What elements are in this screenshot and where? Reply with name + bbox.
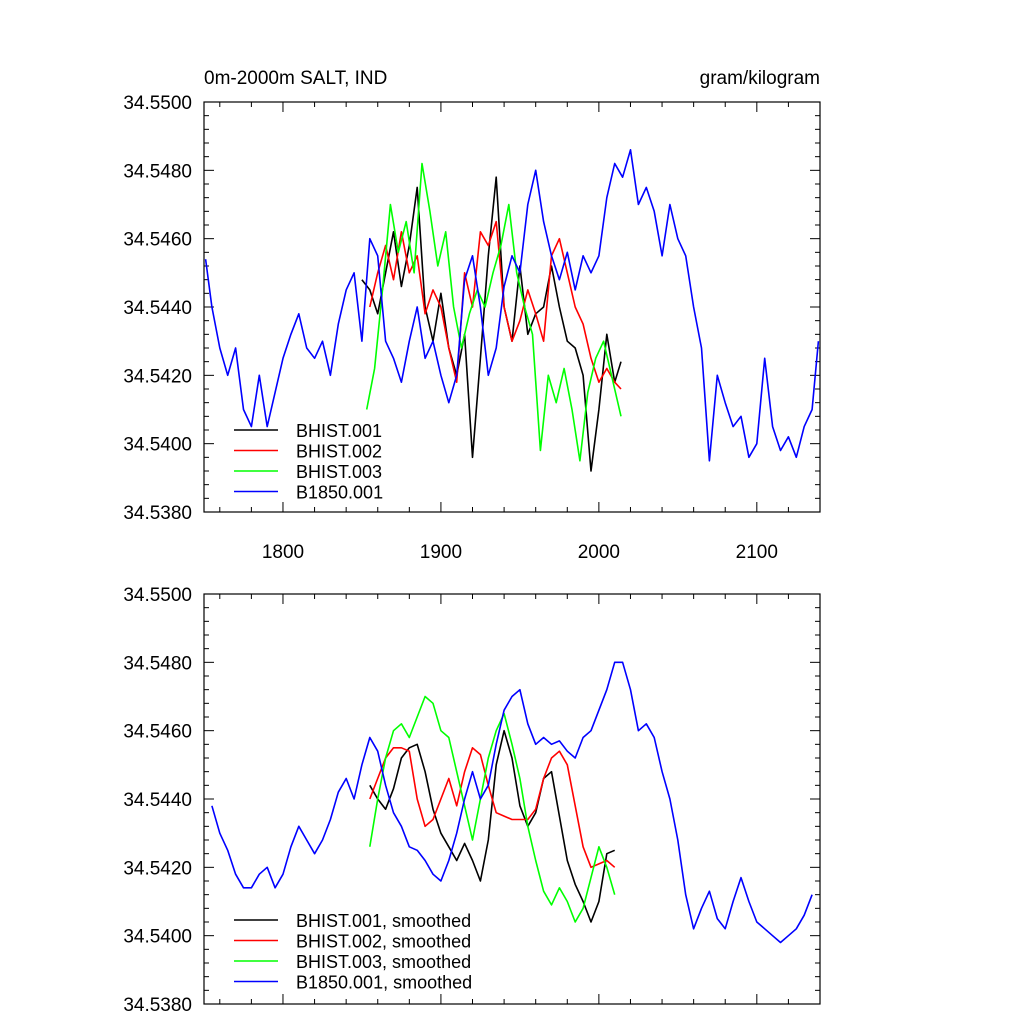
x-tick-label: 1900 <box>420 542 462 563</box>
y-tick-label: 34.5380 <box>123 503 192 524</box>
y-tick-label: 34.5500 <box>123 93 192 114</box>
y-tick-label: 34.5420 <box>123 858 192 879</box>
series-line-bhist-001-smoothed <box>369 729 616 923</box>
panel-bottom: 34.5380 34.5400 34.5420 34.5440 34.5460 34.54… <box>123 585 821 1016</box>
legend-label: B1850.001 <box>296 483 383 503</box>
series-line-bhist-003 <box>365 162 622 462</box>
x-tick-label: 2000 <box>578 542 620 563</box>
legend-label: BHIST.001 <box>296 421 382 441</box>
y-tick-label: 34.5380 <box>123 995 192 1016</box>
x-tick-label: 2100 <box>736 542 778 563</box>
series-line-bhist-001 <box>361 176 622 472</box>
y-tick-label: 34.5480 <box>123 653 192 674</box>
series-line-b1850-001 <box>204 149 820 462</box>
chart-title: 0m-2000m SALT, IND <box>204 68 387 89</box>
legend-label: BHIST.003, smoothed <box>296 952 471 972</box>
y-tick-label: 34.5420 <box>123 366 192 387</box>
y-tick-label: 34.5400 <box>123 927 192 948</box>
y-tick-label: 34.5460 <box>123 230 192 251</box>
y-tick-label: 34.5440 <box>123 790 192 811</box>
units-label: gram/kilogram <box>700 68 820 89</box>
y-tick-label: 34.5440 <box>123 298 192 319</box>
legend-label: BHIST.002, smoothed <box>296 932 471 952</box>
series-line-bhist-002-smoothed <box>369 747 616 869</box>
y-tick-label: 34.5460 <box>123 722 192 743</box>
legend-label: BHIST.001, smoothed <box>296 911 471 931</box>
series-line-bhist-003-smoothed <box>369 695 616 923</box>
y-tick-label: 34.5500 <box>123 585 192 606</box>
legend-label: BHIST.003 <box>296 462 382 482</box>
series-line-b1850-001-smoothed <box>211 661 813 944</box>
x-tick-label: 1800 <box>262 542 304 563</box>
y-tick-label: 34.5400 <box>123 435 192 456</box>
panel-top: 34.5380 34.5400 34.5420 34.5440 34.5460 34.54… <box>123 68 821 563</box>
y-tick-label: 34.5480 <box>123 161 192 182</box>
legend-label: BHIST.002 <box>296 442 382 462</box>
series-line-bhist-002 <box>369 220 622 390</box>
legend-label: B1850.001, smoothed <box>296 973 472 993</box>
